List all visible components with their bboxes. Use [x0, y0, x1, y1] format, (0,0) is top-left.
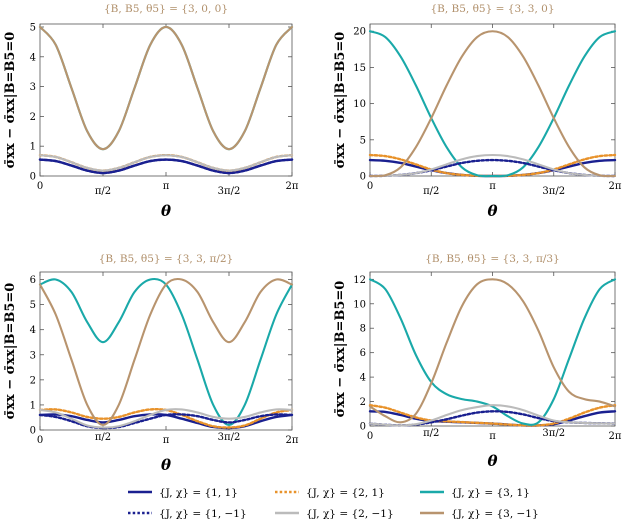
x-tick-label: π: [489, 431, 496, 442]
y-tick-label: 0: [360, 172, 366, 183]
panel-1: {B, B5, θ5} = {3, 0, 0} 0 1 2 3 4 5 0 π/2 π 3π/2 2π…: [3, 3, 299, 220]
y-tick-label: 6: [30, 275, 36, 286]
y-tick-label: 4: [30, 52, 36, 63]
series-line-6: [368, 30, 617, 178]
series-line-6: [38, 277, 294, 427]
x-tick-label: π/2: [423, 428, 439, 439]
y-tick-label: 5: [30, 300, 36, 311]
x-tick-label: 3π/2: [542, 186, 565, 197]
y-tick-label: 2: [30, 375, 36, 386]
y-tick-label: 3: [30, 350, 36, 361]
legend-label: {J, χ} = {3, 1}: [451, 487, 530, 499]
x-tick-label: 3π/2: [542, 428, 565, 439]
y-tick-label: 3: [30, 82, 36, 93]
y-tick-label: 4: [30, 325, 36, 336]
legend-label: {J, χ} = {2, −1}: [306, 508, 394, 520]
series-line-5: [368, 153, 617, 178]
series-line-4: [38, 158, 294, 175]
x-tick-label: 0: [37, 435, 43, 446]
y-tick-label: 8: [360, 324, 366, 335]
y-tick-label: 0: [360, 422, 366, 433]
x-tick-label: 3π/2: [218, 186, 241, 197]
panel-title: {B, B5, θ5} = {3, 0, 0}: [104, 3, 228, 15]
plot-frame: [369, 23, 616, 177]
panel-title: {B, B5, θ5} = {3, 3, 0}: [430, 3, 554, 15]
y-tick-label: 1: [30, 400, 36, 411]
y-tick-label: 2: [30, 112, 36, 123]
x-axis-label: θ: [487, 452, 497, 470]
x-tick-label: 3π/2: [218, 432, 241, 443]
x-axis-label: θ: [487, 202, 497, 220]
y-tick-label: 5: [30, 22, 36, 33]
y-axis-label: σ̄xx − σ̄xx|B=B5=0: [333, 281, 348, 418]
plot-frame: [39, 23, 293, 177]
y-tick-label: 0: [30, 426, 36, 437]
series-line-1: [38, 158, 294, 175]
y-tick-label: 15: [353, 63, 366, 74]
x-tick-label: π/2: [423, 186, 439, 197]
series-line-3: [38, 277, 294, 427]
x-tick-label: π/2: [95, 432, 111, 443]
legend-label: {J, χ} = {1, −1}: [159, 508, 247, 520]
x-axis-label: θ: [161, 456, 171, 474]
legend-label: {J, χ} = {1, 1}: [159, 487, 238, 499]
y-axis-label: σ̄xx − σ̄xx|B=B5=0: [3, 32, 18, 169]
series-line-5: [368, 404, 617, 427]
series-line-3: [368, 278, 617, 426]
y-tick-label: 4: [360, 373, 366, 384]
legend-label: {J, χ} = {2, 1}: [306, 487, 385, 499]
x-tick-label: 2π: [286, 435, 299, 446]
plot-frame: [39, 271, 293, 431]
y-tick-label: 5: [360, 135, 366, 146]
x-tick-label: 0: [37, 181, 43, 192]
x-tick-label: π: [163, 435, 170, 446]
y-tick-label: 0: [30, 172, 36, 183]
series-line-6: [38, 25, 294, 151]
x-tick-label: 2π: [286, 181, 299, 192]
series-line-2: [368, 404, 617, 427]
x-axis-label: θ: [161, 202, 171, 220]
x-tick-label: π/2: [95, 186, 111, 197]
series-line-3: [368, 30, 617, 178]
x-tick-label: 0: [367, 431, 373, 442]
series-line-5: [38, 408, 294, 429]
y-tick-label: 2: [360, 397, 366, 408]
panel-title: {B, B5, θ5} = {3, 3, π/3}: [425, 253, 560, 265]
plot-frame: [369, 271, 616, 427]
panel-3: {B, B5, θ5} = {3, 3, π/2} 0 1 2 3 4 5 6 0 π/2 π 3π/…: [3, 253, 299, 474]
x-tick-label: π: [163, 181, 170, 192]
x-tick-label: 2π: [609, 431, 622, 442]
x-tick-label: 2π: [609, 181, 622, 192]
y-tick-label: 10: [353, 99, 366, 110]
legend-label: {J, χ} = {3, −1}: [451, 508, 539, 520]
y-tick-label: 12: [353, 275, 366, 286]
y-axis-label: σ̄xx − σ̄xx|B=B5=0: [333, 32, 348, 169]
y-tick-label: 1: [30, 142, 36, 153]
legend: {J, χ} = {1, 1} {J, χ} = {2, 1} {J, χ} = {…: [128, 487, 539, 520]
y-axis-label: σ̄xx − σ̄xx|B=B5=0: [3, 283, 18, 420]
y-tick-label: 6: [360, 348, 366, 359]
y-tick-label: 10: [353, 299, 366, 310]
x-tick-label: 0: [367, 181, 373, 192]
y-tick-label: 20: [353, 27, 366, 38]
series-line-3: [38, 25, 294, 151]
panel-title: {B, B5, θ5} = {3, 3, π/2}: [99, 253, 234, 265]
series-line-4: [38, 413, 294, 430]
panel-2: {B, B5, θ5} = {3, 3, 0} 0 5 10 15 20 0 π/2 π 3π/2…: [333, 3, 622, 220]
series-line-6: [368, 278, 617, 424]
panel-4: {B, B5, θ5} = {3, 3, π/3} 0 2 4 6 8 10 12 0 π/2 π 3…: [333, 253, 622, 470]
x-tick-label: π: [489, 181, 496, 192]
series-line-5: [38, 154, 294, 172]
